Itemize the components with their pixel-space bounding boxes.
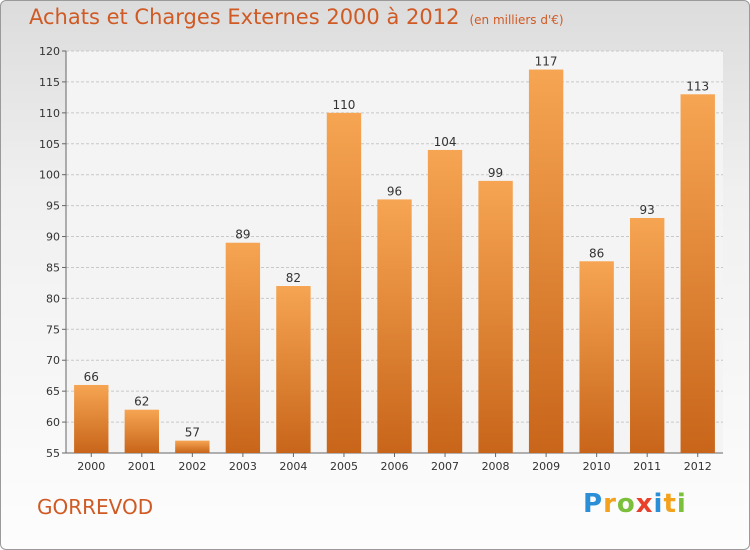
bar (528, 69, 564, 454)
y-tick-label: 55 (46, 447, 60, 460)
x-tick-label: 2002 (178, 460, 206, 473)
y-tick-label: 115 (39, 76, 60, 89)
bar (276, 286, 311, 453)
logo-letter: o (616, 489, 636, 519)
chart-title-text: Achats et Charges Externes 2000 à 2012 (29, 5, 460, 29)
data-label: 82 (286, 271, 301, 285)
y-tick-label: 100 (39, 169, 60, 182)
logo-letter: r (603, 489, 617, 519)
data-label: 117 (535, 55, 558, 69)
data-label: 99 (488, 166, 503, 180)
y-tick-label: 105 (39, 138, 60, 151)
data-label: 66 (84, 370, 99, 384)
x-tick-label: 2001 (128, 460, 156, 473)
bar (427, 149, 463, 453)
data-label: 89 (235, 228, 250, 242)
logo-letter: P (583, 489, 604, 519)
data-label: 113 (686, 79, 709, 93)
x-tick-label: 2010 (583, 460, 611, 473)
x-tick-label: 2003 (229, 460, 257, 473)
bar (377, 199, 412, 453)
x-tick-label: 2009 (532, 460, 560, 473)
logo-letter: i (676, 489, 687, 519)
bar (124, 409, 159, 453)
proxiti-logo: Proxiti (583, 489, 687, 519)
data-label: 93 (640, 203, 655, 217)
y-tick-label: 95 (46, 200, 60, 213)
data-label: 86 (589, 246, 604, 260)
x-tick-label: 2004 (279, 460, 307, 473)
data-label: 96 (387, 184, 402, 198)
bar (579, 261, 614, 453)
x-tick-label: 2000 (77, 460, 105, 473)
y-tick-label: 65 (46, 385, 60, 398)
data-label: 104 (434, 135, 457, 149)
data-label: 62 (134, 395, 149, 409)
bar (680, 94, 715, 454)
town-name: GORREVOD (37, 495, 154, 519)
data-label: 110 (333, 98, 356, 112)
logo-letter: i (653, 489, 664, 519)
bar (74, 384, 109, 453)
x-tick-label: 2012 (684, 460, 712, 473)
bar (478, 180, 513, 453)
y-tick-label: 60 (46, 416, 60, 429)
logo-letter: t (663, 489, 677, 519)
chart-title: Achats et Charges Externes 2000 à 2012 (e… (29, 5, 564, 29)
y-tick-label: 90 (46, 231, 60, 244)
y-tick-label: 110 (39, 107, 60, 120)
bar (630, 217, 665, 453)
x-tick-label: 2005 (330, 460, 358, 473)
bar (326, 112, 362, 453)
y-tick-label: 80 (46, 292, 60, 305)
y-tick-label: 85 (46, 261, 60, 274)
x-tick-label: 2007 (431, 460, 459, 473)
data-label: 57 (185, 426, 200, 440)
chart-subtitle: (en milliers d'€) (469, 13, 564, 27)
x-tick-label: 2011 (633, 460, 661, 473)
y-tick-label: 70 (46, 354, 60, 367)
y-tick-label: 120 (39, 45, 60, 58)
bar (175, 440, 210, 453)
x-tick-label: 2006 (381, 460, 409, 473)
y-tick-label: 75 (46, 323, 60, 336)
logo-letter: x (635, 489, 654, 519)
x-tick-label: 2008 (482, 460, 510, 473)
bar (225, 242, 261, 453)
